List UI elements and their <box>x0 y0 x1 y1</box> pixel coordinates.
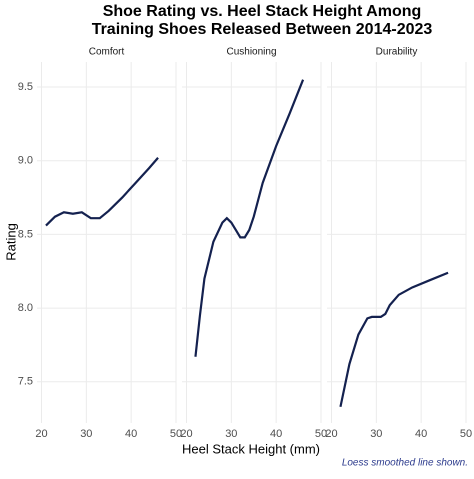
x-tick-label: 40 <box>415 428 427 440</box>
x-tick-label: 20 <box>35 428 47 440</box>
facet-label: Cushioning <box>226 47 276 58</box>
x-tick-label: 50 <box>170 428 182 440</box>
x-tick-label: 30 <box>370 428 382 440</box>
x-tick-label: 50 <box>315 428 327 440</box>
x-axis-title: Heel Stack Height (mm) <box>182 441 320 456</box>
x-tick-label: 30 <box>80 428 92 440</box>
y-tick-label: 8.5 <box>18 228 33 240</box>
chart-title: Shoe Rating vs. Heel Stack Height Among <box>103 3 422 20</box>
y-tick-label: 8.0 <box>18 302 33 314</box>
y-axis-title: Rating <box>3 223 18 261</box>
x-tick-label: 20 <box>325 428 337 440</box>
chart-subtitle: Training Shoes Released Between 2014-202… <box>92 21 433 38</box>
line <box>339 271 449 408</box>
y-tick-label: 7.5 <box>18 376 33 388</box>
x-tick-label: 40 <box>125 428 137 440</box>
line <box>194 79 305 357</box>
caption: Loess smoothed line shown. <box>342 458 468 469</box>
x-tick-label: 50 <box>460 428 472 440</box>
y-tick-label: 9.5 <box>18 81 33 93</box>
x-tick-label: 20 <box>180 428 192 440</box>
facet-label: Comfort <box>89 47 125 58</box>
y-tick-label: 9.0 <box>18 155 33 167</box>
x-tick-label: 30 <box>225 428 237 440</box>
facet-label: Durability <box>376 47 418 58</box>
line <box>45 157 159 227</box>
x-tick-label: 40 <box>270 428 282 440</box>
